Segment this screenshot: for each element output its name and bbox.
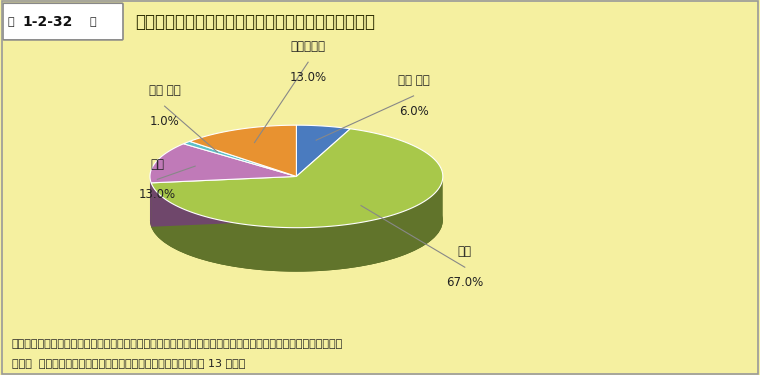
Text: 賛成: 賛成 [458,245,472,258]
Polygon shape [150,144,296,183]
Text: 科学技術が生活を快適にしたという意見に対する意識: 科学技術が生活を快適にしたという意見に対する意識 [135,13,375,31]
Text: 第: 第 [8,16,14,27]
Polygon shape [151,129,443,228]
Polygon shape [151,176,296,227]
Text: 強く 反対: 強く 反対 [149,84,180,98]
Text: 反対: 反対 [150,158,164,171]
Text: 資料：  科学技術政策研究所「科学技術に関する意識調査（平成 13 年）」: 資料： 科学技術政策研究所「科学技術に関する意識調査（平成 13 年）」 [12,358,245,368]
Text: わからない: わからない [290,40,325,53]
Text: 6.0%: 6.0% [399,105,429,118]
Polygon shape [151,176,296,227]
Polygon shape [151,178,443,272]
Polygon shape [184,141,296,176]
Text: 1.0%: 1.0% [150,115,179,128]
Text: 注）「科学技術は我々の生活をより健康的に、簡単に、そして快適なものにした」という文章についての回答。: 注）「科学技術は我々の生活をより健康的に、簡単に、そして快適なものにした」という… [12,339,344,349]
Text: 13.0%: 13.0% [139,188,176,201]
Polygon shape [190,125,296,176]
Polygon shape [150,177,151,227]
FancyBboxPatch shape [3,3,123,40]
Text: 強く 賛成: 強く 賛成 [397,74,429,87]
Ellipse shape [150,169,443,272]
Text: 13.0%: 13.0% [290,71,327,84]
Text: 67.0%: 67.0% [446,276,483,289]
Text: 1-2-32: 1-2-32 [22,15,72,28]
Text: 図: 図 [90,16,97,27]
Polygon shape [296,125,350,176]
